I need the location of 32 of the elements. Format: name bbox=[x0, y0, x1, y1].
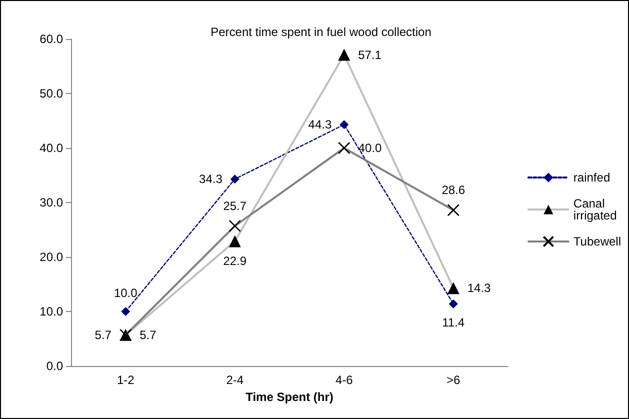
data-label: 28.6 bbox=[442, 182, 466, 197]
point bbox=[230, 174, 240, 184]
data-label: 11.4 bbox=[442, 315, 465, 330]
y-tick-label: 10.0 bbox=[40, 304, 64, 318]
data-label: 44.3 bbox=[308, 118, 332, 132]
x-tick-label: 1-2 bbox=[116, 373, 135, 387]
x-axis-title: Time Spent (hr) bbox=[246, 390, 334, 404]
data-label: 5.7 bbox=[94, 328, 112, 342]
data-label: 22.9 bbox=[223, 254, 247, 268]
y-tick-label: 40.0 bbox=[40, 141, 64, 155]
y-tick-label: 50.0 bbox=[40, 86, 64, 100]
y-tick-label: 30.0 bbox=[40, 196, 64, 210]
y-tick-label: 0.0 bbox=[46, 359, 64, 373]
data-label: 57.1 bbox=[358, 48, 382, 62]
point bbox=[340, 120, 349, 130]
data-label: 14.3 bbox=[467, 281, 492, 296]
point bbox=[121, 307, 130, 316]
legend-label: Canal irrigated bbox=[573, 196, 617, 222]
chart-title: Percent time spent in fuel wood collection bbox=[210, 25, 432, 39]
data-label: 34.3 bbox=[199, 172, 223, 186]
data-label: 10.0 bbox=[114, 286, 138, 300]
x-tick-label: 2-4 bbox=[226, 373, 244, 387]
legend-label: rainfed bbox=[573, 170, 610, 184]
data-label: 5.7 bbox=[140, 328, 157, 342]
y-tick-label: 20.0 bbox=[40, 250, 64, 264]
data-label: 25.7 bbox=[223, 198, 247, 213]
x-tick-label: >6 bbox=[446, 373, 461, 387]
x-tick-label: 4-6 bbox=[335, 373, 354, 387]
point bbox=[448, 299, 458, 308]
y-tick-label: 60.0 bbox=[40, 32, 64, 46]
data-label: 40.0 bbox=[358, 141, 382, 155]
legend-label: Tubewell bbox=[573, 234, 621, 248]
